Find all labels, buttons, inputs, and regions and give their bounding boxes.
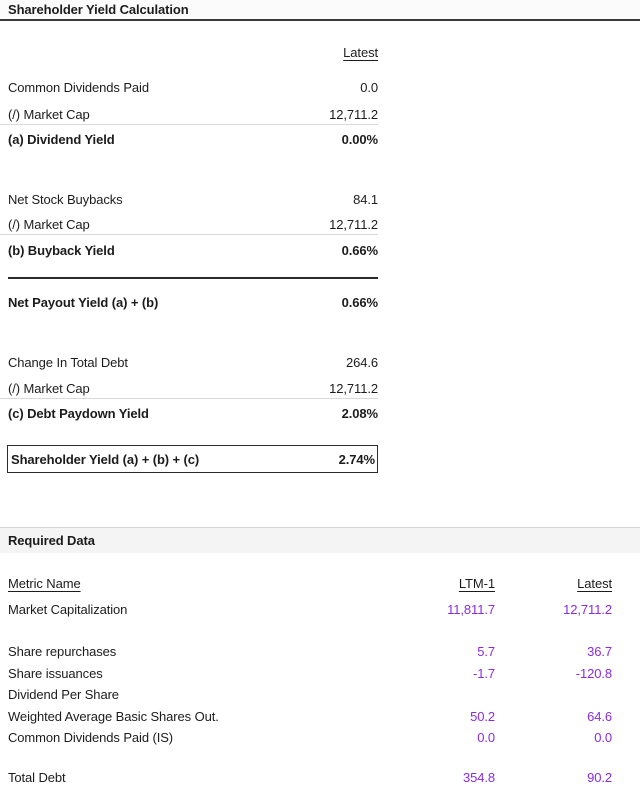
total-label: Shareholder Yield (a) + (b) + (c) xyxy=(11,451,200,467)
row-label: Change In Total Debt xyxy=(8,354,128,370)
metric-cell: Common Dividends Paid (IS) xyxy=(8,729,174,745)
row-label: Common Dividends Paid xyxy=(8,79,149,95)
row-label: (c) Debt Paydown Yield xyxy=(8,405,149,421)
calc-row-net-payout-yield: Net Payout Yield (a) + (b) 0.66% xyxy=(0,292,378,312)
ltm1-cell[interactable]: 11,811.7 xyxy=(447,601,495,617)
calc-row-dividend-yield: (a) Dividend Yield 0.00% xyxy=(0,129,378,149)
section-title: Required Data xyxy=(8,533,95,548)
row-value: 0.66% xyxy=(341,242,378,258)
metric-cell: Share repurchases xyxy=(8,643,117,659)
net-payout-divider-line xyxy=(8,277,378,279)
section-header-shareholder-yield: Shareholder Yield Calculation xyxy=(0,0,640,21)
metric-cell: Total Debt xyxy=(8,769,66,785)
table-row-common-dividends-paid-is: Common Dividends Paid (IS) 0.0 0.0 xyxy=(0,727,640,747)
section-title: Shareholder Yield Calculation xyxy=(8,2,189,17)
calc-row-common-dividends-paid: Common Dividends Paid 0.0 xyxy=(0,77,378,97)
table-row-market-capitalization: Market Capitalization 11,811.7 12,711.2 xyxy=(0,599,640,619)
shareholder-yield-total-box: Shareholder Yield (a) + (b) + (c) 2.74% xyxy=(7,445,378,473)
table-row-dividend-per-share: Dividend Per Share xyxy=(0,684,640,704)
ltm1-cell[interactable]: 354.8 xyxy=(462,769,495,785)
metric-cell: Share issuances xyxy=(8,665,103,681)
latest-cell[interactable]: 64.6 xyxy=(587,708,612,724)
column-header-latest: Latest xyxy=(577,575,612,591)
column-header-ltm1: LTM-1 xyxy=(458,575,495,591)
latest-cell[interactable]: -120.8 xyxy=(575,665,612,681)
column-header-metric-name: Metric Name xyxy=(8,575,81,591)
calc-row-buyback-yield: (b) Buyback Yield 0.66% xyxy=(0,240,378,260)
table-row-weighted-average-basic-shares: Weighted Average Basic Shares Out. 50.2 … xyxy=(0,706,640,726)
row-value: 12,711.2 xyxy=(329,381,378,396)
calc-column-header-row: Latest xyxy=(0,42,378,62)
latest-cell[interactable]: 0.0 xyxy=(594,729,612,745)
total-value: 2.74% xyxy=(338,451,375,467)
ltm1-cell[interactable]: 50.2 xyxy=(470,708,495,724)
row-value: 12,711.2 xyxy=(329,107,378,122)
calc-column-header-latest: Latest xyxy=(343,44,378,60)
row-value: 2.08% xyxy=(341,405,378,421)
calc-row-market-cap-2: (/) Market Cap 12,711.2 xyxy=(0,215,378,235)
row-label: (/) Market Cap xyxy=(8,107,90,122)
calc-row-change-in-total-debt: Change In Total Debt 264.6 xyxy=(0,352,378,372)
row-value: 0.0 xyxy=(360,79,378,95)
metric-cell: Dividend Per Share xyxy=(8,686,119,702)
row-label: Net Stock Buybacks xyxy=(8,191,123,207)
table-row-total-debt: Total Debt 354.8 90.2 xyxy=(0,767,640,787)
latest-cell[interactable]: 36.7 xyxy=(587,643,612,659)
row-value: 264.6 xyxy=(345,354,378,370)
ltm1-cell[interactable]: 0.0 xyxy=(477,729,495,745)
row-value: 84.1 xyxy=(353,191,378,207)
section-header-required-data: Required Data xyxy=(0,527,640,553)
row-value: 12,711.2 xyxy=(329,217,378,232)
row-value: 0.00% xyxy=(341,131,378,147)
table-row-share-repurchases: Share repurchases 5.7 36.7 xyxy=(0,641,640,661)
calc-row-debt-paydown-yield: (c) Debt Paydown Yield 2.08% xyxy=(0,403,378,423)
row-label: (a) Dividend Yield xyxy=(8,131,115,147)
metric-cell: Market Capitalization xyxy=(8,601,128,617)
metric-cell: Weighted Average Basic Shares Out. xyxy=(8,708,219,724)
ltm1-cell[interactable]: -1.7 xyxy=(472,665,495,681)
calc-row-net-stock-buybacks: Net Stock Buybacks 84.1 xyxy=(0,189,378,209)
calc-row-market-cap-1: (/) Market Cap 12,711.2 xyxy=(0,105,378,125)
latest-cell[interactable]: 90.2 xyxy=(587,769,612,785)
row-label: Net Payout Yield (a) + (b) xyxy=(8,294,159,310)
table-row-share-issuances: Share issuances -1.7 -120.8 xyxy=(0,663,640,683)
calc-row-market-cap-3: (/) Market Cap 12,711.2 xyxy=(0,379,378,399)
ltm1-cell[interactable]: 5.7 xyxy=(477,643,495,659)
row-label: (/) Market Cap xyxy=(8,381,90,396)
row-value: 0.66% xyxy=(341,294,378,310)
latest-cell[interactable]: 12,711.2 xyxy=(563,601,612,617)
required-data-header-row: Metric Name LTM-1 Latest xyxy=(0,573,640,593)
row-label: (b) Buyback Yield xyxy=(8,242,115,258)
row-label: (/) Market Cap xyxy=(8,217,90,232)
